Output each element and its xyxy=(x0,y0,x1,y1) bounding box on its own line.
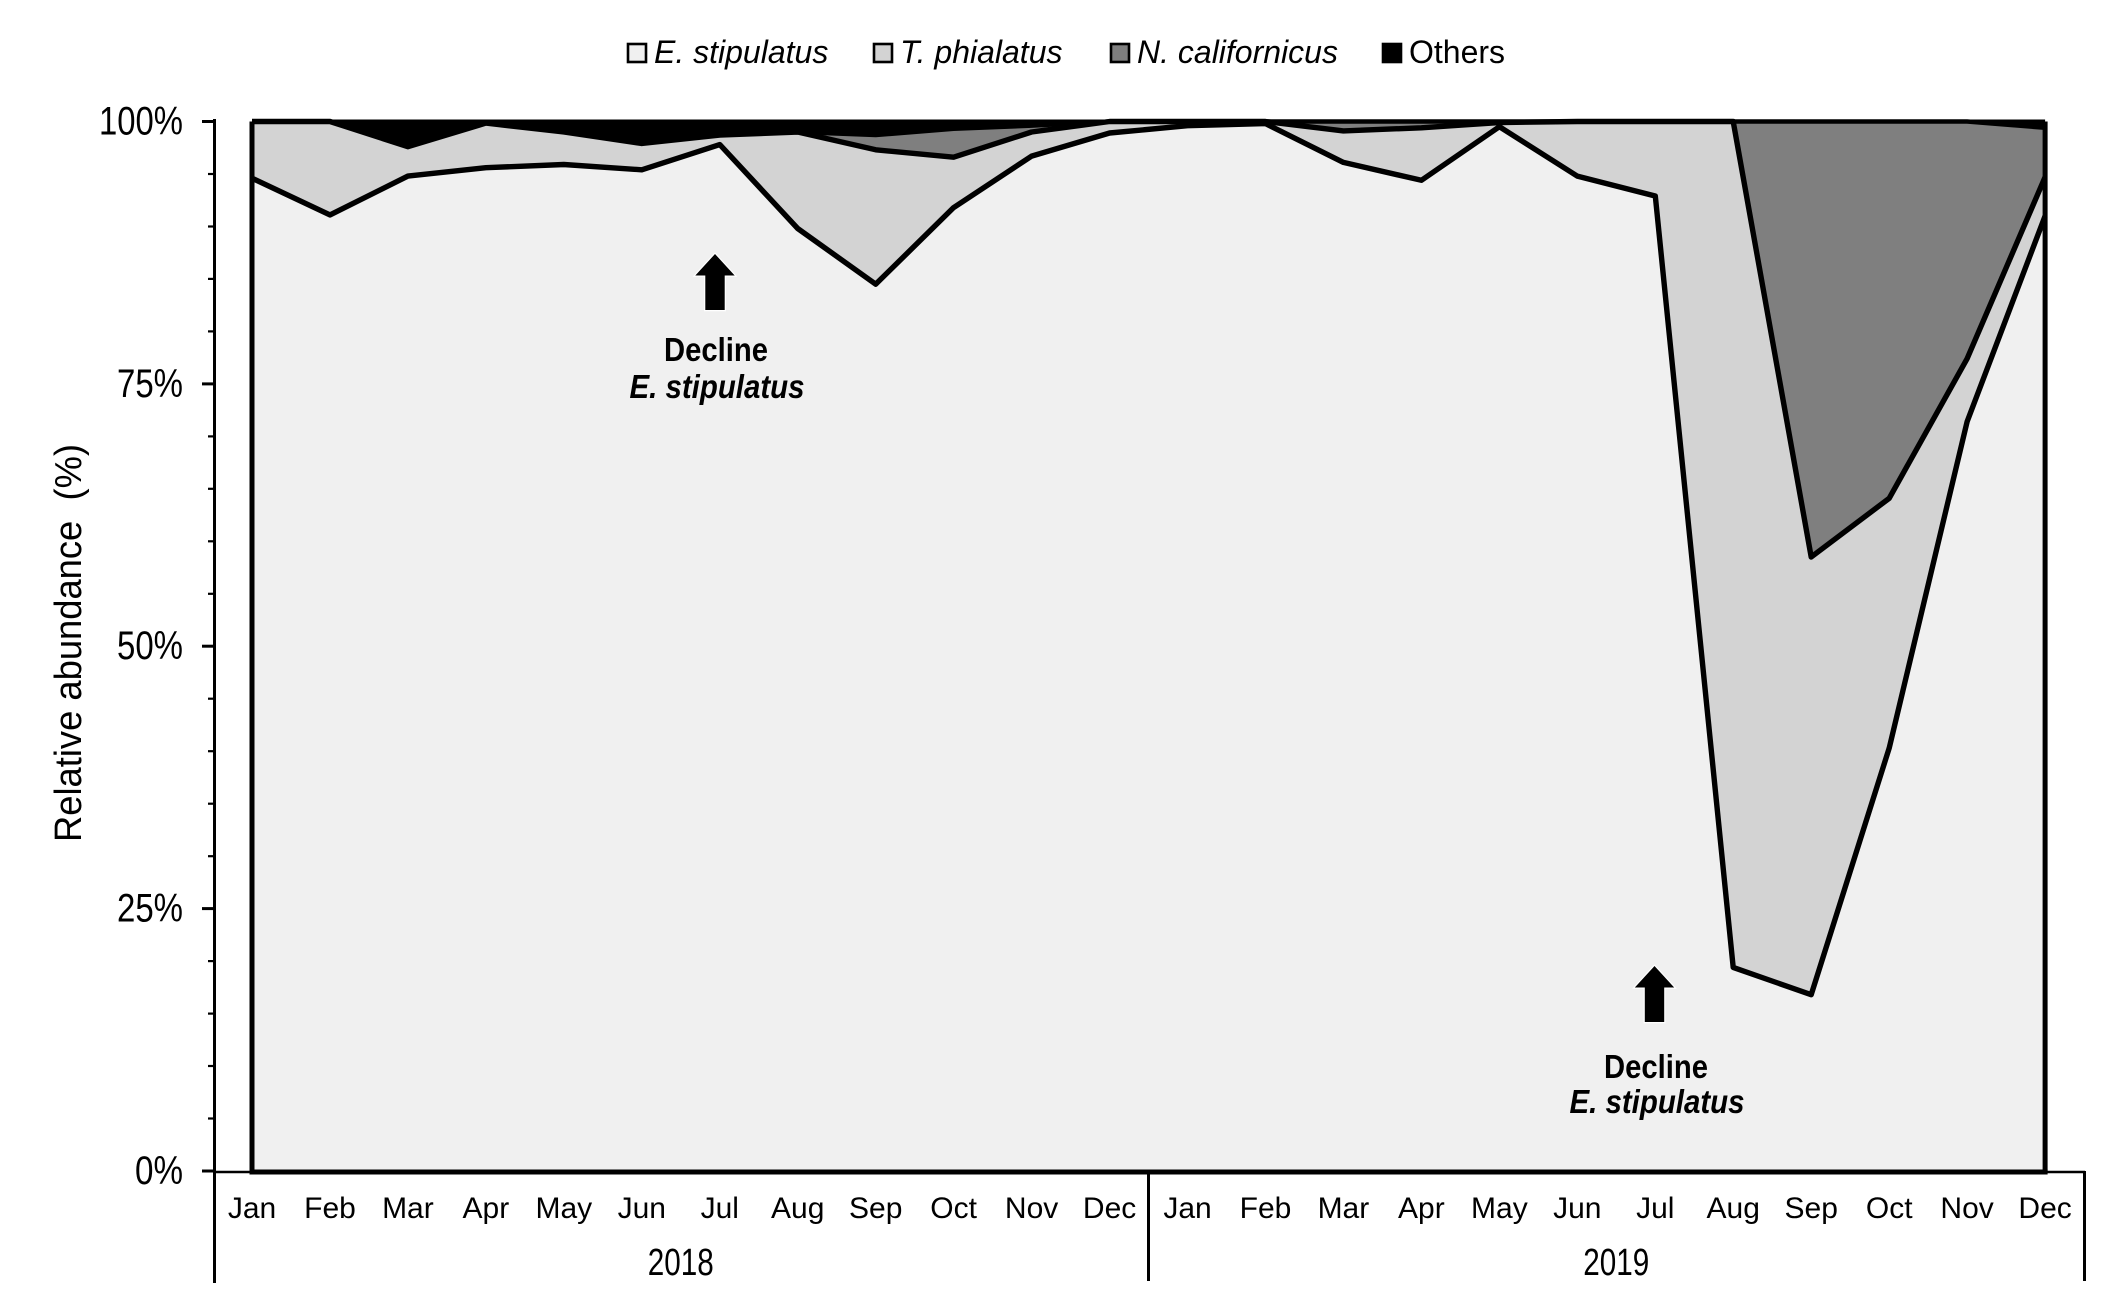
svg-text:Oct: Oct xyxy=(1866,1192,1913,1225)
svg-text:25%: 25% xyxy=(117,887,183,931)
svg-text:N. californicus: N. californicus xyxy=(1137,34,1338,70)
svg-text:Aug: Aug xyxy=(1707,1192,1760,1225)
svg-text:75%: 75% xyxy=(117,362,183,406)
svg-text:Dec: Dec xyxy=(2018,1192,2071,1225)
svg-text:Jul: Jul xyxy=(1636,1192,1674,1225)
svg-text:100%: 100% xyxy=(99,100,183,144)
svg-text:Nov: Nov xyxy=(1005,1192,1058,1225)
svg-text:T. phialatus: T. phialatus xyxy=(900,34,1062,70)
svg-text:Jun: Jun xyxy=(1553,1192,1601,1225)
svg-text:Jul: Jul xyxy=(701,1192,739,1225)
svg-text:May: May xyxy=(535,1192,592,1225)
svg-text:Aug: Aug xyxy=(771,1192,824,1225)
svg-text:Mar: Mar xyxy=(1318,1192,1370,1225)
svg-text:Apr: Apr xyxy=(1398,1192,1445,1225)
svg-text:Decline: Decline xyxy=(1604,1048,1708,1085)
svg-text:2018: 2018 xyxy=(648,1242,714,1284)
svg-text:50%: 50% xyxy=(117,624,183,668)
svg-text:Feb: Feb xyxy=(304,1192,356,1225)
svg-text:0%: 0% xyxy=(135,1149,183,1193)
svg-text:Sep: Sep xyxy=(849,1192,902,1225)
svg-text:E. stipulatus: E. stipulatus xyxy=(1570,1083,1745,1120)
svg-text:Relative abundance (%): Relative abundance (%) xyxy=(48,444,90,842)
svg-text:Apr: Apr xyxy=(463,1192,510,1225)
svg-text:E. stipulatus: E. stipulatus xyxy=(654,34,828,70)
svg-text:Mar: Mar xyxy=(382,1192,434,1225)
svg-text:E. stipulatus: E. stipulatus xyxy=(630,368,805,405)
svg-text:Others: Others xyxy=(1409,34,1505,70)
svg-text:Decline: Decline xyxy=(664,331,768,368)
svg-text:Jan: Jan xyxy=(228,1192,276,1225)
svg-text:2019: 2019 xyxy=(1583,1242,1649,1284)
svg-text:May: May xyxy=(1471,1192,1528,1225)
svg-text:Jan: Jan xyxy=(1163,1192,1211,1225)
svg-text:Feb: Feb xyxy=(1240,1192,1292,1225)
svg-text:Sep: Sep xyxy=(1785,1192,1838,1225)
svg-text:Jun: Jun xyxy=(618,1192,666,1225)
svg-text:Oct: Oct xyxy=(930,1192,977,1225)
svg-text:Nov: Nov xyxy=(1940,1192,1993,1225)
svg-text:Dec: Dec xyxy=(1083,1192,1136,1225)
